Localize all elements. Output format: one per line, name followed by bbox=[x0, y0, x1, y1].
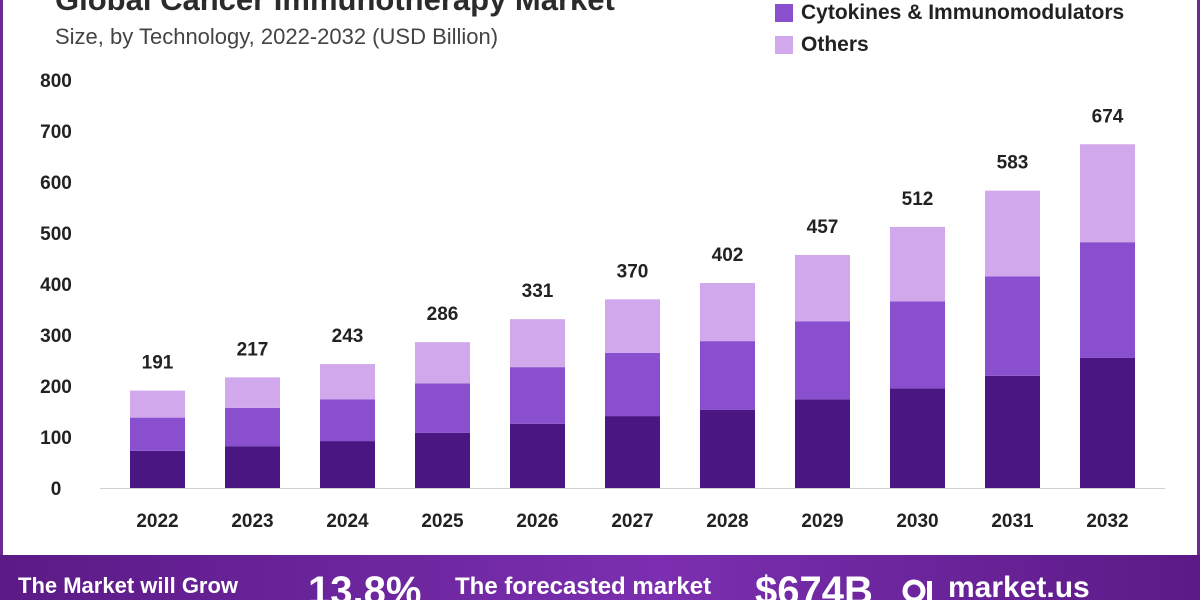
bar-segment-3 bbox=[890, 226, 945, 302]
legend-item-cytokines: Cytokines & Immunomodulators bbox=[775, 1, 1124, 25]
footer-banner: The Market will Grow 13.8% The forecaste… bbox=[0, 555, 1200, 600]
bar-total-label: 674 bbox=[1092, 106, 1124, 127]
bar-segment-1 bbox=[795, 399, 850, 488]
bar-segment-1 bbox=[985, 375, 1040, 488]
bar-segment-2 bbox=[415, 383, 470, 433]
x-tick-label: 2025 bbox=[421, 511, 464, 532]
bar-segment-1 bbox=[225, 446, 280, 488]
bar-segment-1 bbox=[890, 388, 945, 488]
bar-segment-3 bbox=[320, 364, 375, 400]
bar-segment-2 bbox=[605, 352, 660, 417]
bar-segment-3 bbox=[1080, 144, 1135, 243]
chart-subtitle: Size, by Technology, 2022-2032 (USD Bill… bbox=[55, 24, 499, 49]
x-tick-label: 2028 bbox=[706, 511, 748, 532]
x-tick-label: 2031 bbox=[991, 511, 1034, 532]
x-tick-label: 2032 bbox=[1086, 511, 1128, 532]
bar-segment-2 bbox=[1080, 242, 1135, 358]
bar-segment-3 bbox=[700, 282, 755, 342]
bar-total-label: 370 bbox=[617, 261, 649, 282]
y-tick-label: 100 bbox=[40, 428, 72, 449]
bar-segment-3 bbox=[415, 342, 470, 384]
x-tick-label: 2027 bbox=[611, 511, 653, 532]
bar-total-label: 402 bbox=[712, 245, 744, 266]
x-tick-label: 2022 bbox=[136, 511, 178, 532]
bar-total-label: 331 bbox=[522, 281, 554, 302]
bar-segment-2 bbox=[985, 276, 1040, 376]
y-tick-label: 200 bbox=[40, 377, 72, 398]
bar-segment-3 bbox=[795, 254, 850, 322]
legend-swatch-others bbox=[775, 36, 793, 54]
bar-segment-1 bbox=[320, 441, 375, 488]
bar-total-label: 286 bbox=[427, 304, 459, 325]
bar-segment-2 bbox=[510, 367, 565, 424]
legend: Cytokines & Immunomodulators Others bbox=[775, 0, 1124, 65]
x-tick-label: 2026 bbox=[516, 511, 558, 532]
bar-total-label: 457 bbox=[807, 217, 839, 238]
bar-segment-2 bbox=[890, 301, 945, 389]
banner-forecast-text: The forecasted market bbox=[455, 573, 712, 600]
x-tick-label: 2024 bbox=[326, 511, 369, 532]
bar-segment-3 bbox=[225, 377, 280, 408]
bar-segment-2 bbox=[320, 399, 375, 442]
y-tick-label: 0 bbox=[51, 479, 62, 500]
y-tick-label: 400 bbox=[40, 275, 72, 296]
y-tick-label: 300 bbox=[40, 326, 72, 347]
bar-segment-2 bbox=[130, 417, 185, 451]
bar-segment-2 bbox=[225, 407, 280, 447]
bar-segment-1 bbox=[605, 416, 660, 488]
y-tick-label: 600 bbox=[40, 173, 72, 194]
legend-label-others: Others bbox=[801, 33, 869, 56]
bar-segment-3 bbox=[130, 390, 185, 418]
bar-segment-3 bbox=[510, 319, 565, 368]
bar-segment-1 bbox=[415, 432, 470, 488]
bar-total-label: 191 bbox=[142, 353, 174, 374]
market-us-logo-icon bbox=[902, 579, 932, 600]
bar-total-label: 583 bbox=[997, 153, 1029, 174]
y-tick-label: 800 bbox=[40, 71, 72, 92]
banner-grow-text: The Market will Grow bbox=[18, 573, 239, 598]
legend-swatch-cytokines bbox=[775, 4, 793, 22]
banner-market-value: $674B bbox=[755, 569, 873, 600]
bar-chart: 0 100 200 300 400 500 600 700 800 191 2022 217 2023 2… bbox=[40, 71, 1165, 532]
y-tick-label: 700 bbox=[40, 122, 72, 143]
x-tick-label: 2030 bbox=[896, 511, 938, 532]
bar-total-label: 512 bbox=[902, 189, 934, 210]
chart-title: Global Cancer Immunotherapy Market bbox=[55, 0, 615, 18]
bar-segment-1 bbox=[510, 423, 565, 488]
bar-segment-3 bbox=[985, 190, 1040, 277]
bar-segment-2 bbox=[700, 341, 755, 410]
bar-segment-1 bbox=[1080, 357, 1135, 488]
bar-segment-2 bbox=[795, 321, 850, 400]
legend-label-cytokines: Cytokines & Immunomodulators bbox=[801, 1, 1125, 24]
banner-brand: market.us bbox=[948, 571, 1090, 600]
bar-total-label: 217 bbox=[237, 339, 269, 360]
x-tick-label: 2023 bbox=[231, 511, 273, 532]
x-tick-label: 2029 bbox=[801, 511, 843, 532]
legend-item-others: Others bbox=[775, 33, 1124, 57]
banner-cagr: 13.8% bbox=[308, 569, 422, 600]
bar-segment-1 bbox=[700, 409, 755, 488]
bar-segment-3 bbox=[605, 299, 660, 353]
bar-total-label: 243 bbox=[332, 326, 364, 347]
y-tick-label: 500 bbox=[40, 224, 72, 245]
bar-segment-1 bbox=[130, 450, 185, 488]
